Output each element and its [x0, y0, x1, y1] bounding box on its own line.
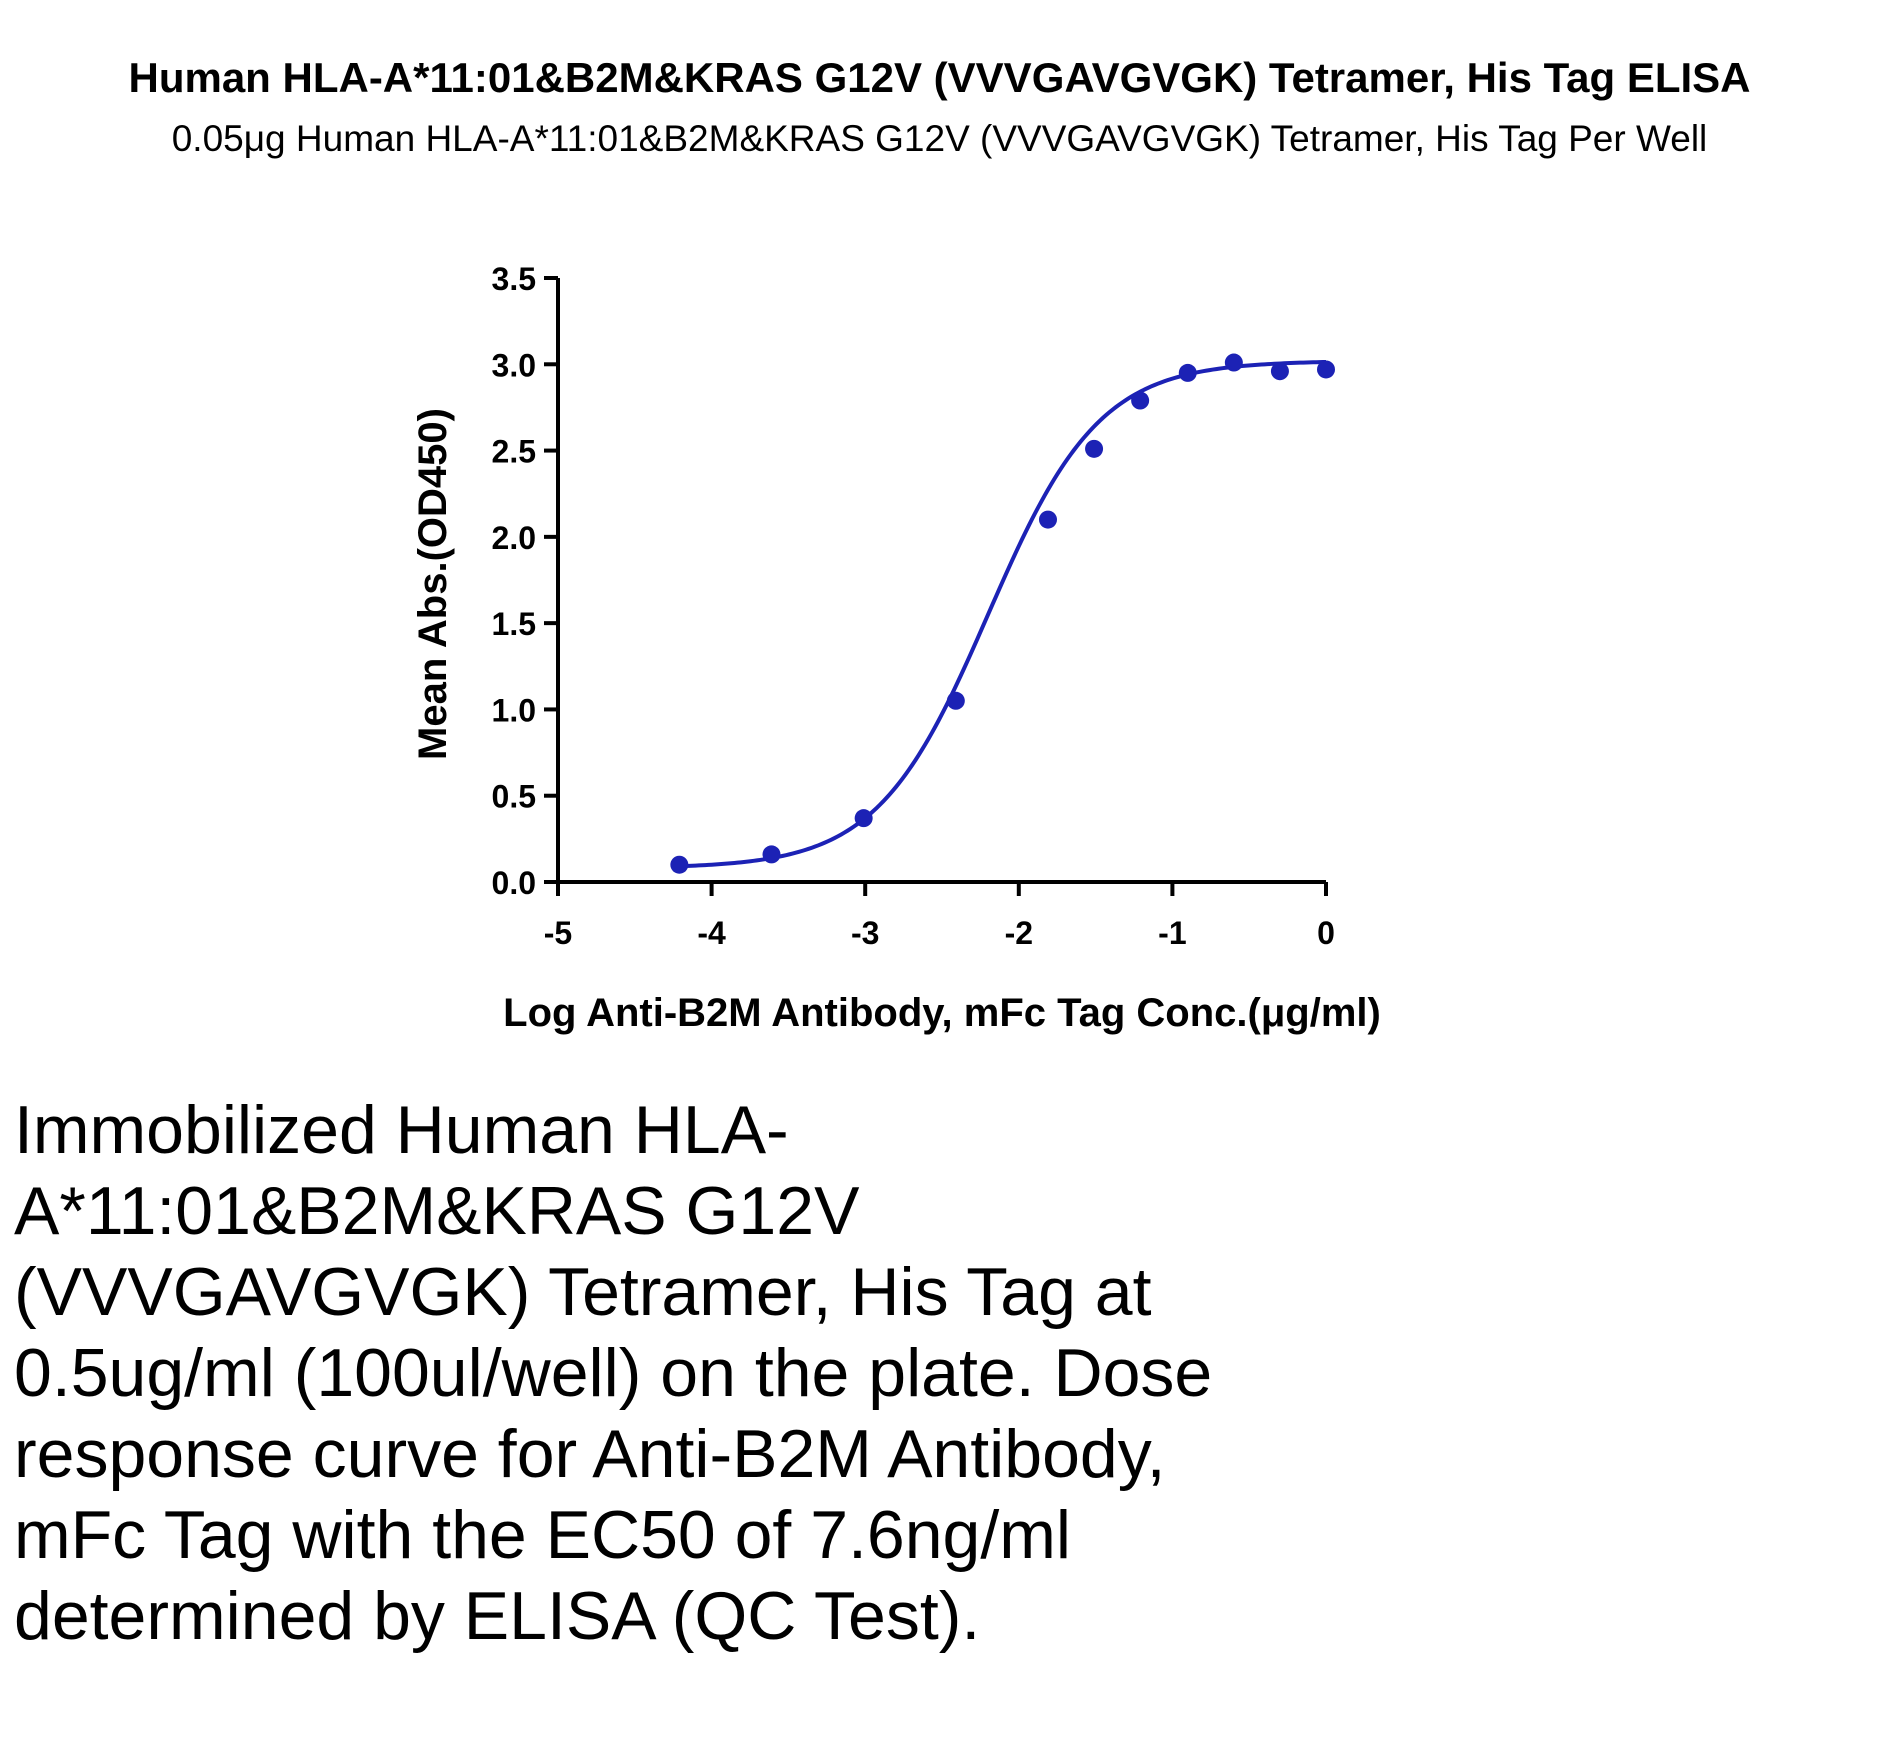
x-tick-label: -4	[697, 915, 726, 951]
data-point	[762, 845, 781, 864]
data-point	[1317, 360, 1335, 379]
y-tick-label: 1.5	[492, 606, 536, 642]
y-tick-label: 0.5	[492, 779, 536, 815]
data-point	[1085, 439, 1104, 458]
x-tick-label: -3	[851, 915, 879, 951]
y-tick-label: 3.0	[492, 347, 536, 383]
x-tick-label: -1	[1158, 915, 1186, 951]
data-point	[946, 691, 965, 710]
y-tick-label: 2.0	[492, 520, 536, 556]
data-point	[1131, 391, 1150, 410]
axis-labels-layer: Mean Abs.(OD450) Log Anti-B2M Antibody, …	[411, 408, 1381, 1035]
figure-caption: Immobilized Human HLA-A*11:01&B2M&KRAS G…	[14, 1092, 1213, 1654]
data-point	[854, 809, 873, 828]
data-point	[1038, 510, 1057, 529]
chart-subtitle: 0.05μg Human HLA-A*11:01&B2M&KRAS G12V (…	[171, 118, 1708, 159]
x-tick-label: 0	[1317, 915, 1335, 951]
dose-response-chart: 0.0 0.5 1.0 1.5 2.0 2.5 3.0 3.5 -5 -4 -3 -2 -1 0 Mean…	[411, 261, 1381, 1035]
data-point	[1270, 362, 1289, 381]
fit-curve-layer	[679, 359, 1327, 869]
x-tick-label: -5	[544, 915, 572, 951]
x-tick-label: -2	[1005, 915, 1033, 951]
x-axis-label: Log Anti-B2M Antibody, mFc Tag Conc.(μg/…	[503, 991, 1381, 1035]
y-axis-label: Mean Abs.(OD450)	[411, 408, 455, 760]
data-point	[1178, 363, 1197, 382]
data-point	[1224, 353, 1243, 372]
y-tick-label: 2.5	[492, 434, 536, 470]
fit-curve-line	[679, 359, 1327, 869]
data-point	[670, 855, 689, 874]
y-tick-label: 1.0	[492, 692, 536, 728]
data-points-layer	[670, 353, 1335, 874]
chart-axes: 0.0 0.5 1.0 1.5 2.0 2.5 3.0 3.5 -5 -4 -3 -2 -1 0	[492, 261, 1335, 951]
y-tick-label: 3.5	[492, 261, 536, 297]
y-tick-label: 0.0	[492, 865, 536, 901]
chart-title: Human HLA-A*11:01&B2M&KRAS G12V (VVVGAVG…	[128, 54, 1751, 101]
